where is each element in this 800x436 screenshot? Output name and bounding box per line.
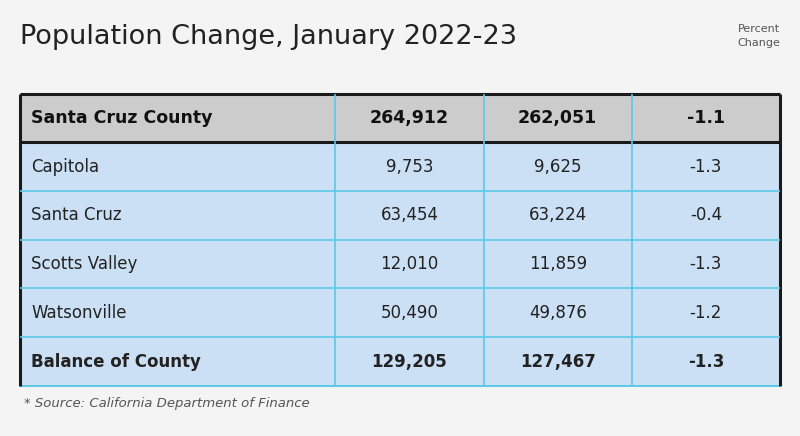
Text: -1.1: -1.1 bbox=[687, 109, 725, 127]
Text: 262,051: 262,051 bbox=[518, 109, 598, 127]
Text: 12,010: 12,010 bbox=[380, 255, 438, 273]
Bar bbox=[20, 143, 780, 191]
Text: Balance of County: Balance of County bbox=[31, 353, 201, 371]
Text: 129,205: 129,205 bbox=[372, 353, 447, 371]
Bar bbox=[20, 94, 780, 143]
Text: 50,490: 50,490 bbox=[381, 304, 438, 322]
Text: Santa Cruz: Santa Cruz bbox=[31, 207, 122, 225]
Bar bbox=[20, 191, 780, 240]
Text: Santa Cruz County: Santa Cruz County bbox=[31, 109, 213, 127]
Text: 264,912: 264,912 bbox=[370, 109, 449, 127]
Bar bbox=[20, 337, 780, 386]
Text: * Source: California Department of Finance: * Source: California Department of Finan… bbox=[24, 397, 310, 410]
Text: Watsonville: Watsonville bbox=[31, 304, 126, 322]
Bar bbox=[20, 289, 780, 337]
Text: Scotts Valley: Scotts Valley bbox=[31, 255, 138, 273]
Text: 9,753: 9,753 bbox=[386, 158, 434, 176]
Text: Percent
Change: Percent Change bbox=[737, 24, 780, 48]
Text: Capitola: Capitola bbox=[31, 158, 99, 176]
Text: 9,625: 9,625 bbox=[534, 158, 582, 176]
Text: 49,876: 49,876 bbox=[529, 304, 586, 322]
Text: -1.3: -1.3 bbox=[690, 158, 722, 176]
Text: 63,454: 63,454 bbox=[381, 207, 438, 225]
Bar bbox=[20, 240, 780, 289]
Text: -0.4: -0.4 bbox=[690, 207, 722, 225]
Text: -1.3: -1.3 bbox=[690, 255, 722, 273]
Text: 11,859: 11,859 bbox=[529, 255, 586, 273]
Text: 127,467: 127,467 bbox=[520, 353, 596, 371]
Text: Population Change, January 2022-23: Population Change, January 2022-23 bbox=[20, 24, 517, 50]
Text: 63,224: 63,224 bbox=[529, 207, 587, 225]
Text: -1.3: -1.3 bbox=[688, 353, 724, 371]
Text: -1.2: -1.2 bbox=[690, 304, 722, 322]
